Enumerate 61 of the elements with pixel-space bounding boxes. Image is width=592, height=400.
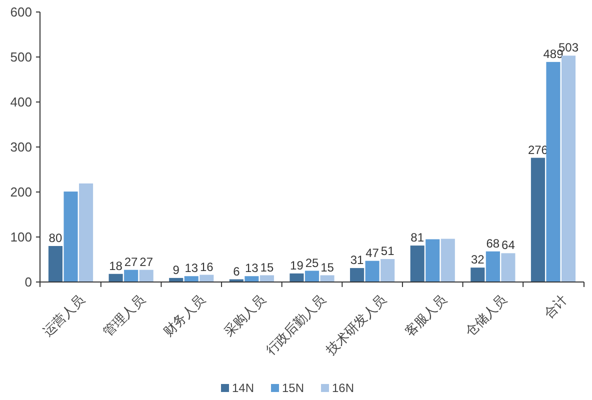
y-tick-label: 400 — [10, 94, 32, 110]
data-label: 15 — [260, 260, 274, 274]
data-label: 19 — [290, 258, 304, 272]
legend-label: 15N — [282, 381, 304, 396]
bar — [365, 260, 380, 282]
data-label: 13 — [184, 261, 198, 276]
bar — [304, 270, 320, 282]
bar — [79, 183, 94, 282]
x-tick-label: 合计 — [540, 292, 570, 321]
data-label: 27 — [140, 254, 154, 269]
x-tick-label: 运营人员 — [40, 292, 88, 340]
bar — [380, 259, 395, 282]
y-tick-label: 100 — [10, 230, 32, 245]
bar — [530, 158, 545, 282]
y-tick-label: 0 — [24, 274, 32, 290]
data-label: 13 — [245, 261, 259, 276]
data-label: 32 — [470, 252, 485, 267]
bar — [426, 239, 440, 282]
data-label: 16 — [200, 260, 214, 274]
y-tick-label: 200 — [10, 184, 32, 200]
x-tick-label: 仓储人员 — [462, 292, 510, 340]
bar — [350, 268, 364, 282]
data-label: 51 — [380, 244, 395, 258]
data-label: 80 — [48, 231, 62, 245]
bar — [440, 238, 455, 282]
y-tick-label: 500 — [10, 50, 32, 65]
y-tick-label: 300 — [10, 140, 32, 155]
legend-label: 16N — [332, 381, 354, 396]
x-tick-label: 管理人员 — [100, 292, 148, 340]
data-label: 18 — [109, 258, 123, 273]
bar — [64, 192, 78, 282]
y-tick-label: 600 — [10, 4, 32, 20]
x-tick-label: 客服人员 — [402, 292, 450, 340]
bar — [470, 268, 485, 282]
x-tick-label: 财务人员 — [160, 292, 208, 340]
data-label: 64 — [502, 238, 516, 252]
x-tick-label: 采购人员 — [220, 292, 268, 340]
bar — [546, 62, 560, 282]
bar — [561, 56, 576, 282]
bar — [410, 246, 424, 282]
bar — [200, 274, 214, 282]
legend-label: 14N — [232, 381, 254, 396]
data-label: 9 — [172, 262, 180, 277]
data-label: 15 — [320, 260, 334, 274]
bar — [501, 253, 516, 282]
bar — [184, 276, 198, 282]
bar — [139, 270, 154, 282]
bar — [108, 274, 123, 282]
data-label: 25 — [305, 256, 319, 270]
data-label: 31 — [350, 253, 364, 268]
bar — [290, 273, 304, 282]
bar — [48, 246, 63, 282]
data-label: 47 — [366, 246, 380, 260]
data-label: 81 — [410, 230, 424, 245]
data-label: 27 — [124, 254, 138, 269]
bar — [124, 270, 138, 282]
bar — [244, 276, 259, 282]
data-label: 68 — [486, 236, 500, 250]
data-label: 6 — [233, 264, 240, 278]
bar — [486, 251, 500, 282]
bar — [320, 275, 334, 282]
